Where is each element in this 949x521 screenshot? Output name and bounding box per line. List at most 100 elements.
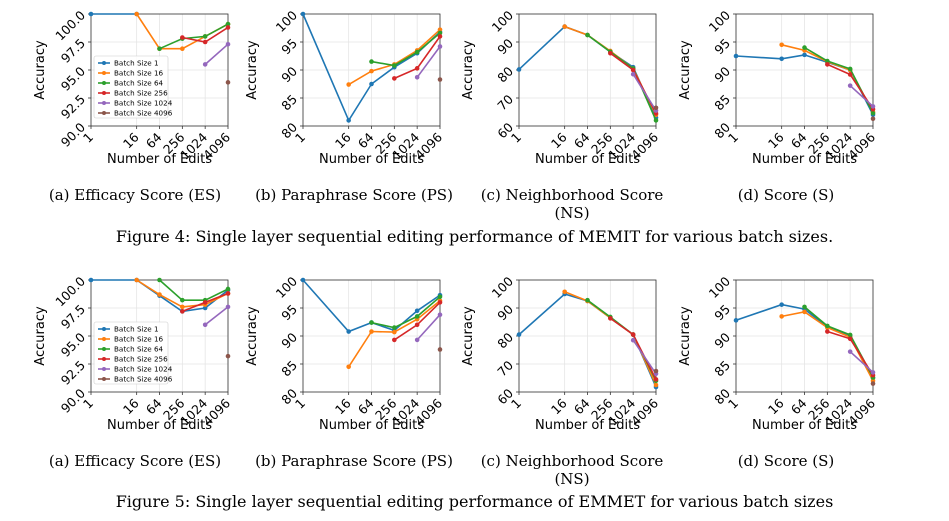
data-point-batch-size-1 <box>346 329 351 334</box>
legend-entry: Batch Size 64 <box>114 79 164 88</box>
data-point-batch-size-64 <box>180 297 185 303</box>
fig5-subcaption-a: (a) Efficacy Score (ES) <box>48 452 222 470</box>
y-tick-label: 90 <box>494 301 516 323</box>
legend-entry: Batch Size 4096 <box>114 375 173 384</box>
data-point-batch-size-16 <box>562 289 567 295</box>
legend-entry: Batch Size 4096 <box>114 109 173 118</box>
x-axis-label: Number of Edits <box>535 418 640 433</box>
data-point-batch-size-256 <box>825 62 830 67</box>
data-point-batch-size-16 <box>180 304 185 310</box>
x-tick-label: 16 <box>332 395 354 417</box>
data-point-batch-size-4096 <box>653 368 659 374</box>
data-point-batch-size-16 <box>346 364 351 370</box>
x-axis-label: Number of Edits <box>107 418 212 433</box>
x-tick-label: 1 <box>292 396 308 412</box>
y-tick-label: 90 <box>278 329 300 351</box>
data-point-batch-size-256 <box>437 300 443 305</box>
y-axis-label: Accuracy <box>461 306 476 366</box>
y-tick-label: 85 <box>711 358 733 380</box>
fig4-subcaption-b: (b) Paraphrase Score (PS) <box>255 186 453 204</box>
y-tick-label: 95 <box>278 36 300 58</box>
data-point-batch-size-64 <box>369 59 374 64</box>
x-tick-label: 1 <box>725 130 741 146</box>
series-line-batch-size-1024 <box>204 306 229 326</box>
data-point-batch-size-64 <box>202 34 208 39</box>
y-tick-label: 90 <box>494 35 516 57</box>
legend-entry: Batch Size 256 <box>114 89 168 98</box>
data-point-batch-size-64 <box>414 49 420 55</box>
data-point-batch-size-1024 <box>870 370 876 375</box>
legend-marker <box>102 61 106 65</box>
data-point-batch-size-64 <box>369 320 374 325</box>
x-tick-label: 1 <box>80 130 96 146</box>
y-tick-label: 85 <box>278 92 300 114</box>
x-tick-label: 16 <box>120 395 142 417</box>
data-point-batch-size-256 <box>225 25 231 30</box>
data-point-batch-size-1024 <box>225 304 231 310</box>
data-point-batch-size-16 <box>437 27 443 32</box>
y-tick-label: 90 <box>278 63 300 85</box>
legend-marker <box>102 367 106 371</box>
data-point-batch-size-64 <box>414 314 420 319</box>
y-tick-label: 95 <box>278 302 300 324</box>
y-tick-label: 100 <box>706 273 734 301</box>
y-tick-label: 70 <box>494 91 516 113</box>
data-point-batch-size-256 <box>653 377 659 382</box>
series-line-batch-size-64 <box>371 296 441 329</box>
data-point-batch-size-1 <box>733 318 739 323</box>
series-line-batch-size-64 <box>158 279 229 302</box>
y-tick-label: 100 <box>489 273 517 301</box>
data-point-batch-size-16 <box>346 82 351 87</box>
x-tick-label: 16 <box>765 129 787 151</box>
y-tick-label: 95.0 <box>58 329 88 359</box>
legend-marker <box>102 337 106 341</box>
series-line-batch-size-1024 <box>849 351 874 373</box>
legend-marker <box>102 357 106 361</box>
series-line-batch-size-64 <box>159 23 229 50</box>
data-point-batch-size-64 <box>437 294 443 300</box>
data-point-batch-size-1 <box>88 277 94 283</box>
data-point-batch-size-256 <box>392 337 397 343</box>
data-point-batch-size-16 <box>653 382 659 388</box>
y-axis-label: Accuracy <box>245 306 260 366</box>
y-tick-label: 100 <box>273 7 301 35</box>
data-point-batch-size-1 <box>300 277 306 283</box>
data-point-batch-size-1 <box>88 11 94 17</box>
series-line-batch-size-1024 <box>632 73 657 112</box>
data-point-batch-size-1 <box>779 56 784 62</box>
data-point-batch-size-1024 <box>630 337 636 343</box>
x-axis-label: Number of Edits <box>319 152 424 167</box>
legend-entry: Batch Size 64 <box>114 345 164 354</box>
data-point-batch-size-16 <box>392 329 397 335</box>
data-point-batch-size-1 <box>369 81 374 87</box>
data-point-batch-size-64 <box>825 58 830 64</box>
data-point-batch-size-1 <box>779 302 784 307</box>
series-line-batch-size-1024 <box>416 314 441 341</box>
y-axis-label: Accuracy <box>245 40 260 100</box>
data-point-batch-size-256 <box>630 332 636 337</box>
y-tick-label: 92.5 <box>58 92 88 122</box>
data-point-batch-size-64 <box>585 32 590 38</box>
x-tick-label: 16 <box>548 129 570 151</box>
x-tick-label: 1 <box>508 130 524 146</box>
data-point-batch-size-1024 <box>437 44 443 49</box>
y-axis-label: Accuracy <box>461 40 476 100</box>
data-point-batch-size-64 <box>392 63 397 68</box>
y-tick-label: 85 <box>711 92 733 114</box>
fig4-subcaption-a: (a) Efficacy Score (ES) <box>48 186 222 204</box>
y-axis-label: Accuracy <box>678 306 693 366</box>
y-tick-label: 100 <box>273 273 301 301</box>
data-point-batch-size-16 <box>779 314 784 319</box>
y-tick-label: 95.0 <box>58 63 88 93</box>
x-tick-label: 16 <box>548 395 570 417</box>
data-point-batch-size-64 <box>225 286 231 292</box>
data-point-batch-size-1024 <box>202 322 208 328</box>
data-point-batch-size-1024 <box>847 349 853 354</box>
data-point-batch-size-64 <box>870 110 876 116</box>
